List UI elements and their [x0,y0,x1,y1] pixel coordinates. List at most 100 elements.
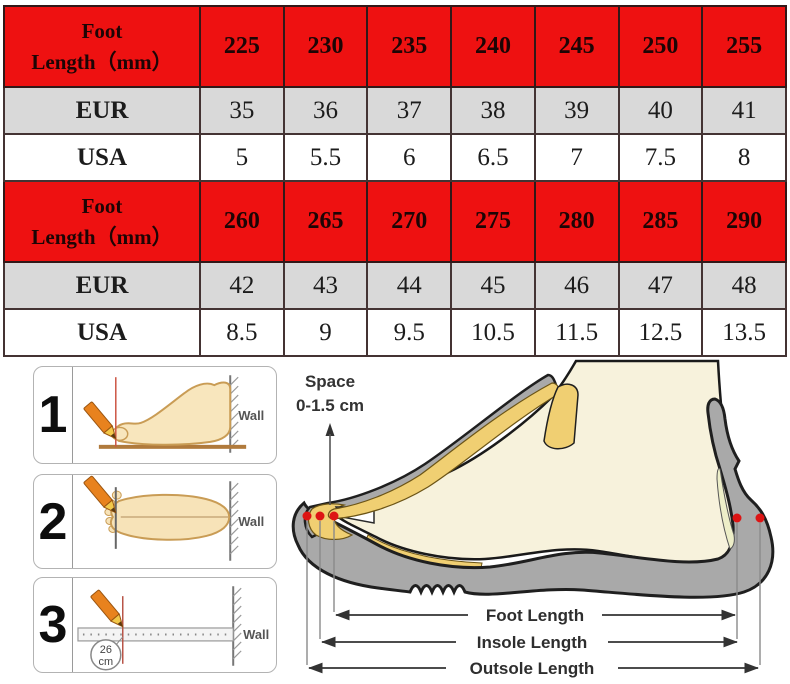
foot-length-row-2: Foot Length（mm） 260 265 270 275 280 285 … [3,180,787,263]
step-2-illustration: Wall [73,475,277,568]
foot-length-value: 265 [282,180,369,263]
usa-size: 6 [366,133,453,182]
wall-hatch-icon [232,587,242,660]
eur-size: 35 [199,86,285,135]
eur-row-1: EUR 35 36 37 38 39 40 41 [3,86,787,135]
foot-side-shape [113,381,232,446]
insole-length-label: Insole Length [477,633,588,652]
pencil-icon [83,401,117,440]
measure-step-2: 2 [33,474,277,569]
wall-hatch-icon [229,376,239,449]
wall-label: Wall [238,408,264,423]
ruler-icon [77,627,234,642]
ruler-mark-unit: cm [99,656,114,668]
foot-length-header-line2: Length（mm） [31,49,173,74]
measure-step-3: 3 26 [33,577,277,673]
foot-length-row-1: Foot Length（mm） 225 230 235 240 245 250 … [3,5,787,88]
step-1-illustration: Wall [73,367,277,463]
heel-lining [716,468,735,550]
measurement-guide-lines [306,521,761,665]
foot-length-value: 225 [199,5,285,88]
eur-size: 46 [533,261,620,310]
eur-size: 41 [701,86,787,135]
eur-label: EUR [3,86,201,135]
usa-size: 6.5 [450,133,536,182]
foot-length-value: 280 [533,180,620,263]
eur-size: 36 [282,86,369,135]
space-arrow-head [325,423,335,436]
foot-length-value: 260 [199,180,285,263]
eur-label: EUR [3,261,201,310]
step-number: 3 [34,578,73,672]
outsole-and-heel-shape [291,397,775,599]
foot-length-value: 275 [450,180,536,263]
footprint-illustration: Wall [83,475,264,561]
pencil-icon [83,475,117,514]
foot-length-label: Foot Length [486,606,584,625]
wall-label: Wall [238,514,264,529]
foot-length-value: 255 [701,5,787,88]
eur-size: 43 [282,261,369,310]
foot-length-header-line2: Length（mm） [31,224,173,249]
foot-length-value: 285 [617,180,704,263]
usa-size: 11.5 [533,308,620,357]
ruler-mark-value: 26 [100,644,112,656]
space-label-line2: 0-1.5 cm [296,396,364,415]
eur-size: 40 [617,86,704,135]
usa-label: USA [3,308,201,357]
usa-label: USA [3,133,201,182]
measurement-callout-circle [90,639,122,671]
eur-size: 38 [450,86,536,135]
usa-size: 8 [701,133,787,182]
eur-row-2: EUR 42 43 44 45 46 47 48 [3,261,787,310]
usa-size: 7.5 [617,133,704,182]
step-number: 2 [34,475,73,568]
usa-row-1: USA 5 5.5 6 6.5 7 7.5 8 [3,133,787,182]
eur-size: 39 [533,86,620,135]
tongue-pad [543,383,579,450]
usa-size: 8.5 [199,308,285,357]
foot-length-value: 240 [450,5,536,88]
step-3-illustration: 26 cm Wall [73,578,277,672]
usa-size: 7 [533,133,620,182]
foot-length-value: 270 [366,180,453,263]
usa-size: 9.5 [366,308,453,357]
usa-row-2: USA 8.5 9 9.5 10.5 11.5 12.5 13.5 [3,308,787,357]
pencil-icon [90,589,124,628]
ruler-illustration: 26 cm Wall [77,586,269,671]
foot-length-header: Foot Length（mm） [3,180,201,263]
wall-label: Wall [243,627,269,642]
measure-point-dots [302,511,765,523]
wall-hatch-icon [229,482,239,555]
foot-length-value: 230 [282,5,369,88]
foot-length-value: 235 [366,5,453,88]
foot-side-illustration: Wall [83,375,264,453]
eur-size: 45 [450,261,536,310]
foot-length-value: 250 [617,5,704,88]
foot-length-value: 245 [533,5,620,88]
shoe-cross-section-illustration: Space 0-1.5 cm Foot Length Insole Length… [291,359,775,678]
usa-size: 5.5 [282,133,369,182]
foot-length-header-line1: Foot [81,194,123,219]
usa-size: 12.5 [617,308,704,357]
eur-size: 44 [366,261,453,310]
footprint-shape [104,490,231,541]
space-label-line1: Space [305,372,355,391]
eur-size: 37 [366,86,453,135]
foot-length-value: 290 [701,180,787,263]
floor-line [98,444,247,449]
usa-size: 13.5 [701,308,787,357]
measure-step-1: 1 Wall [33,366,277,464]
outsole-length-label: Outsole Length [470,659,595,678]
foot-length-header: Foot Length（mm） [3,5,201,88]
usa-size: 9 [282,308,369,357]
shoe-size-table: Foot Length（mm） 225 230 235 240 245 250 … [3,5,787,357]
usa-size: 10.5 [450,308,536,357]
eur-size: 47 [617,261,704,310]
usa-size: 5 [199,133,285,182]
eur-size: 42 [199,261,285,310]
foot-length-header-line1: Foot [81,19,123,44]
eur-size: 48 [701,261,787,310]
shoe-cross-section: Space 0-1.5 cm Foot Length Insole Length… [290,359,790,679]
step-number: 1 [34,367,73,463]
